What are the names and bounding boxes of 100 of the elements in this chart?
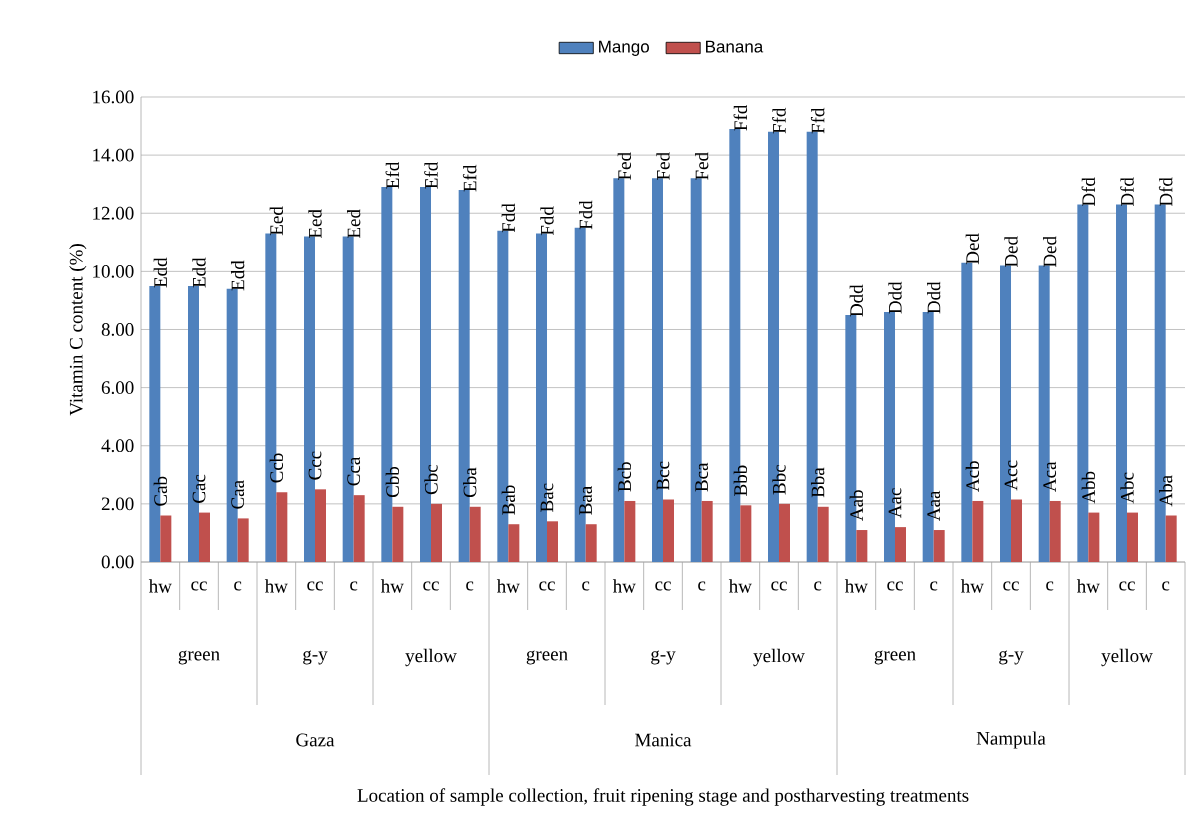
y-tick-label: 16.00: [93, 90, 134, 104]
bar: [1011, 499, 1023, 562]
bar: [817, 506, 829, 562]
text: Manica: [635, 733, 692, 747]
data-label: Dfd: [1120, 177, 1134, 207]
data-label: Ddd: [927, 281, 941, 314]
bar: [199, 512, 211, 562]
x-tick-label: c: [466, 581, 474, 591]
x-tick-label: c: [350, 581, 358, 591]
data-label: Acc: [1004, 460, 1018, 491]
data-label: Cac: [192, 474, 206, 503]
x-tick-label: c: [698, 581, 706, 591]
data-label: Ded: [1004, 236, 1018, 268]
bar: [895, 527, 907, 562]
data-label: Efd: [462, 164, 477, 192]
data-label: Ffd: [772, 107, 786, 134]
data-label: Bba: [811, 467, 825, 498]
data-label: Cca: [347, 456, 361, 486]
text: g-y: [303, 650, 328, 665]
x-tick-label: c: [814, 581, 822, 591]
x-tick-label: c: [1046, 581, 1054, 591]
bar: [1165, 515, 1177, 562]
x-tick-label: cc: [539, 581, 555, 591]
x-tick-label: hw: [496, 579, 520, 593]
bar: [160, 515, 172, 562]
data-label: Bcc: [656, 461, 670, 491]
data-label: Edd: [192, 257, 206, 288]
x-tick-label: hw: [264, 579, 288, 593]
data-label: Efd: [424, 161, 438, 189]
text: Nampula: [976, 731, 1046, 749]
data-label: Ccb: [269, 453, 284, 483]
bar: [933, 530, 945, 562]
data-label: Eed: [308, 209, 322, 239]
x-tick-label: cc: [423, 581, 439, 591]
data-label: Aba: [1159, 475, 1173, 507]
bar: [972, 500, 984, 562]
data-label: Bbc: [772, 464, 786, 495]
bar: [469, 506, 481, 562]
x-tick-label: hw: [148, 579, 172, 593]
legend-label: Mango: [599, 40, 649, 56]
text: green: [178, 650, 220, 665]
data-label: Aca: [1043, 461, 1057, 492]
text: green: [874, 650, 916, 665]
x-tick-label: cc: [887, 581, 903, 591]
data-label: Ffd: [733, 104, 748, 131]
data-label: Ded: [1043, 236, 1057, 268]
bar: [276, 492, 288, 562]
x-tick-label: c: [582, 581, 590, 591]
y-tick-label: 12.00: [93, 206, 134, 220]
data-label: Caa: [231, 480, 245, 509]
data-label: Bca: [695, 462, 708, 492]
bar: [237, 518, 249, 562]
data-label: Edd: [230, 260, 245, 291]
text: green: [526, 650, 568, 665]
x-tick-label: hw: [960, 579, 984, 593]
y-axis-title: Vitamin C content (%): [69, 244, 87, 416]
y-tick-label: 4.00: [101, 439, 134, 453]
data-label: Bac: [540, 483, 554, 512]
data-label: Dfd: [1158, 177, 1173, 207]
data-label: Fdd: [540, 206, 554, 236]
data-label: Edd: [153, 257, 168, 288]
text: yellow: [753, 648, 805, 667]
data-label: Aac: [888, 488, 902, 519]
data-label: Dfd: [1081, 177, 1096, 207]
x-tick-label: hw: [1076, 579, 1100, 593]
x-tick-label: hw: [728, 579, 752, 593]
y-tick-label: 6.00: [101, 381, 134, 395]
data-label: Fed: [656, 152, 670, 180]
data-label: Ccc: [308, 451, 322, 480]
data-label: Eed: [269, 206, 284, 236]
data-label: Cbc: [424, 464, 438, 495]
bar: [701, 500, 713, 562]
data-label: Cbb: [385, 466, 400, 498]
x-tick-label: cc: [771, 581, 787, 591]
text: yellow: [405, 648, 457, 667]
data-label: Ddd: [888, 281, 902, 314]
data-label: Fdd: [501, 203, 516, 233]
x-tick-label: cc: [1119, 581, 1135, 591]
data-label: Aab: [849, 490, 864, 521]
x-tick-label: cc: [307, 581, 323, 591]
data-label: Cba: [463, 467, 477, 498]
bar: [856, 530, 868, 562]
text: Location of sample collection, fruit ripening stage and postharvesting treatments: [357, 788, 969, 806]
data-label: Ffd: [810, 107, 825, 134]
x-tick-label: c: [234, 581, 242, 591]
bar: [779, 503, 791, 562]
text: Gaza: [296, 733, 335, 747]
bar: [392, 506, 404, 562]
y-tick-label: 10.00: [93, 264, 134, 278]
bar: [315, 489, 326, 562]
data-label: Acb: [965, 461, 980, 492]
text: yellow: [1101, 648, 1153, 667]
data-label: Fdd: [579, 200, 593, 230]
data-label: Abb: [1081, 471, 1096, 504]
bar: [1088, 512, 1100, 562]
y-tick-label: 0.00: [101, 555, 134, 569]
data-label: Fed: [617, 152, 632, 180]
bar: [740, 505, 752, 562]
data-label: Ded: [965, 233, 980, 265]
data-label: Cab: [153, 476, 168, 506]
